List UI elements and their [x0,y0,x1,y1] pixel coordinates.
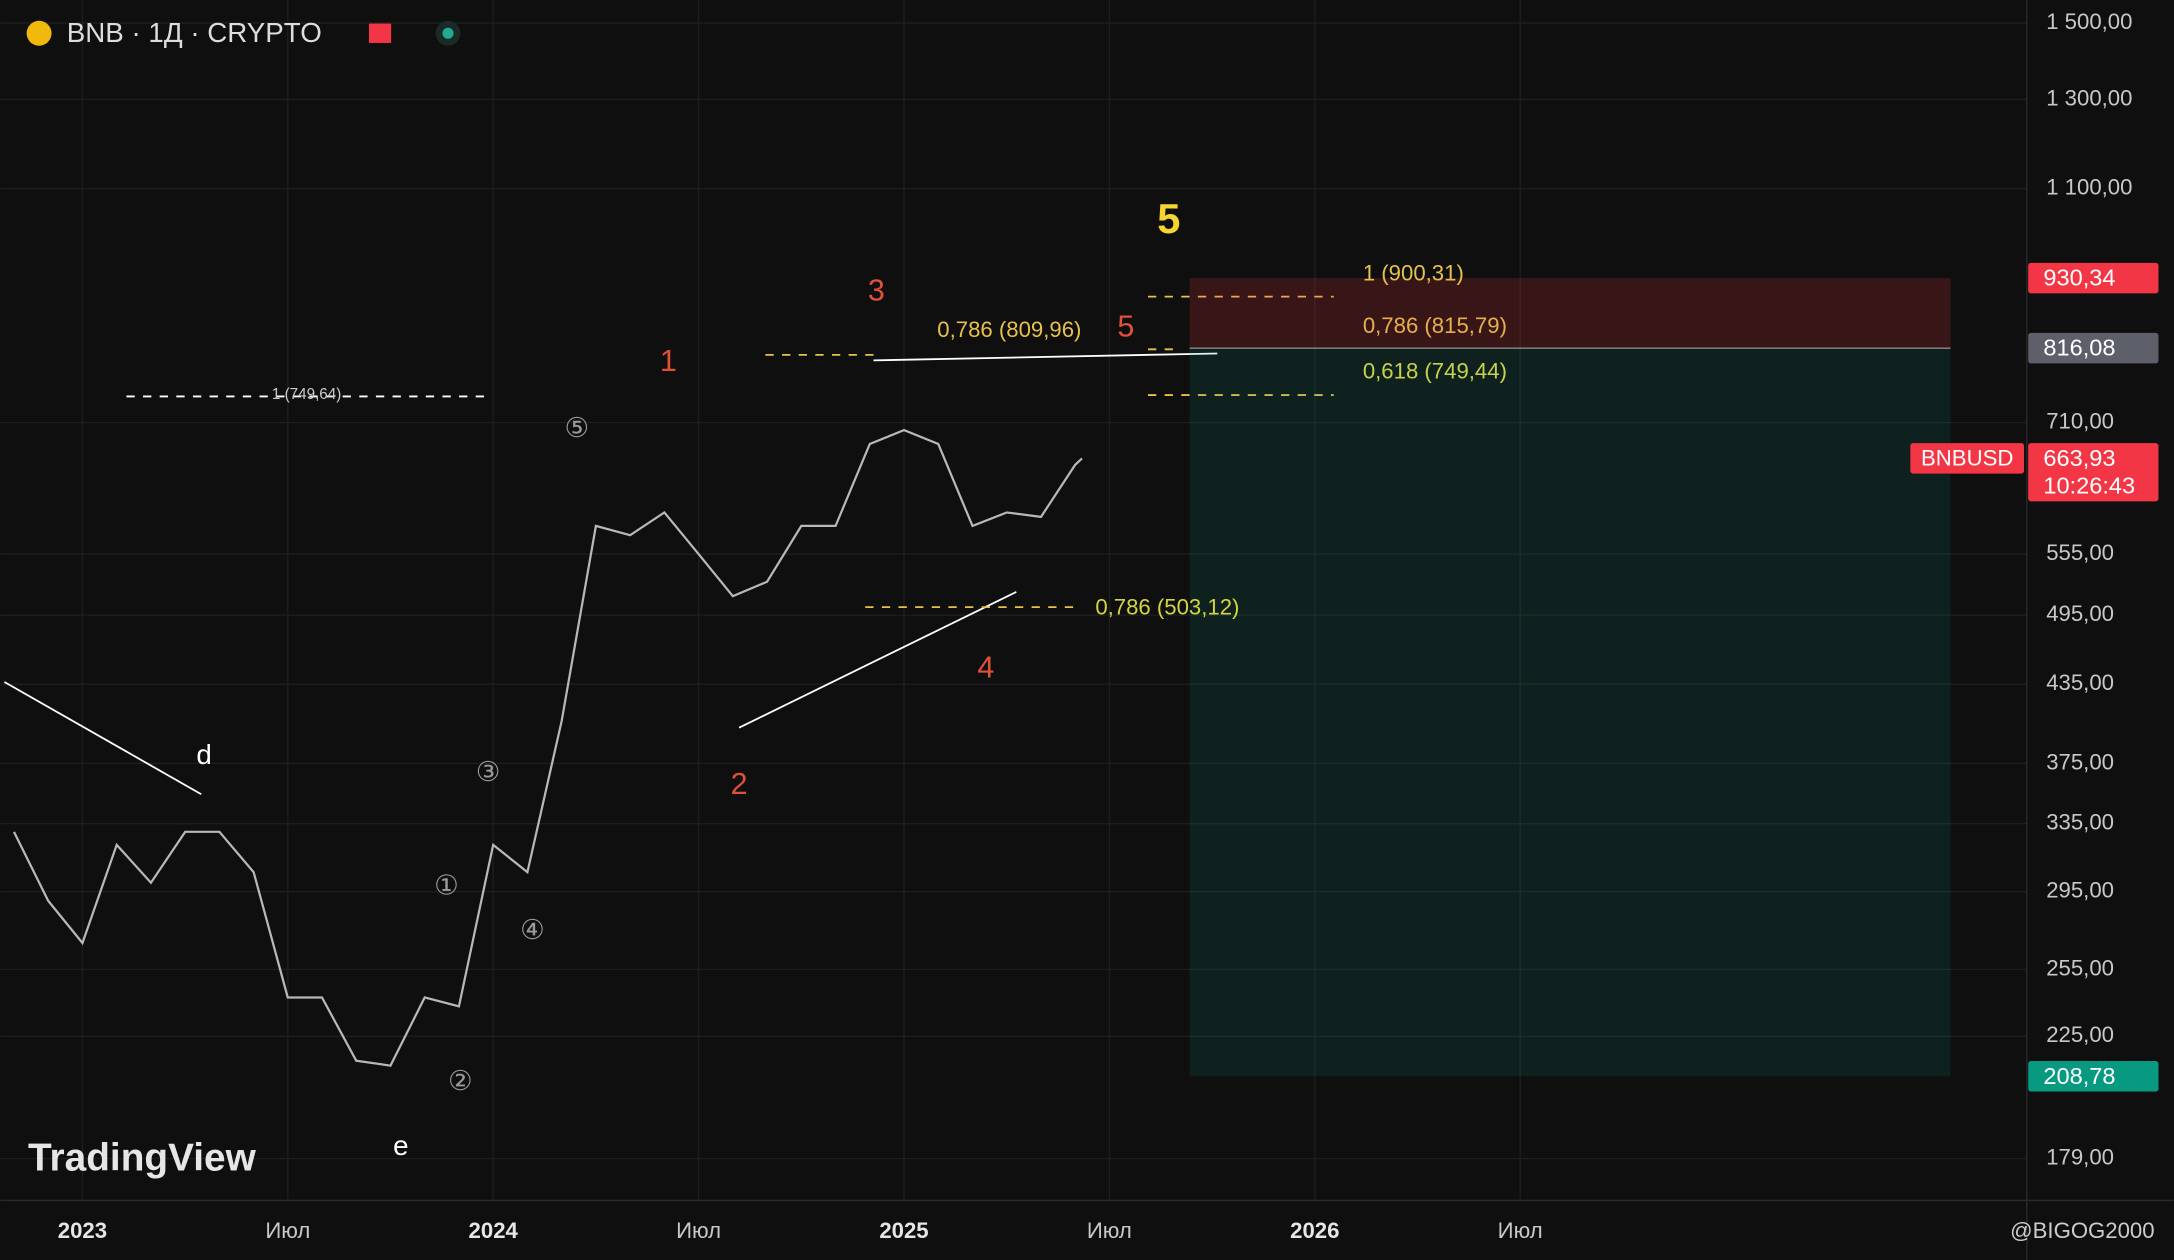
annotation: ③ [476,756,501,787]
annotation: ④ [520,914,545,945]
annotation: ② [448,1065,473,1096]
price-tag-label: 930,34 [2043,265,2115,291]
annotation: 2 [731,767,748,801]
y-tick-label: 495,00 [2046,601,2114,626]
y-tick-label: 1 500,00 [2046,9,2132,34]
annotation: 1 (749,64) [272,386,341,403]
annotation: d [196,739,211,770]
annotation: 0,618 (749,44) [1363,359,1507,384]
x-tick-label: 2026 [1290,1218,1339,1243]
annotation: e [393,1130,408,1161]
status-dot [442,27,454,39]
x-tick-label: Июл [676,1218,721,1243]
price-line [12,428,1083,1067]
countdown: 10:26:43 [2043,473,2135,499]
annotation: 3 [868,274,885,308]
x-tick-label: 2024 [469,1218,519,1243]
annotation: 1 [660,344,677,378]
price-tag-label: 816,08 [2043,335,2115,361]
price-tag-label: 208,78 [2043,1063,2115,1089]
target-zone [1189,348,1951,1077]
annotation: 0,786 (815,79) [1363,313,1507,338]
x-tick-label: 2023 [58,1218,107,1243]
annotation: 0,786 (503,12) [1095,594,1239,619]
annotation: ① [434,869,459,900]
annotation: 5 [1117,310,1134,344]
drawings [3,295,1334,796]
x-tick-label: Июл [1087,1218,1132,1243]
series-name: BNBUSD [1921,446,2013,471]
annotation: 5 [1157,195,1180,242]
annotation: 1 (900,31) [1363,260,1464,285]
y-tick-label: 179,00 [2046,1144,2114,1169]
price-tag [2028,443,2159,502]
price-tag [2028,332,2159,364]
price-tag-label: 663,93 [2043,445,2115,471]
y-tick-label: 435,00 [2046,670,2114,695]
price-tag [2028,262,2159,294]
author: @BIGOG2000 [2010,1218,2154,1243]
stop-zone [1189,278,1951,349]
y-tick-label: 335,00 [2046,810,2114,835]
watermark: TradingView [28,1136,257,1179]
trend-line [738,591,1017,729]
flag-icon [368,23,392,43]
chart-title: BNB · 1Д · CRYPTO [67,17,322,48]
price-tag [2028,1061,2159,1092]
y-tick-label: 375,00 [2046,749,2114,774]
annotation: ⑤ [564,412,589,443]
annotation: 4 [977,651,994,685]
y-tick-label: 710,00 [2046,408,2114,433]
x-tick-label: Июл [265,1218,310,1243]
x-tick-label: 2025 [879,1218,928,1243]
annotation: 0,786 (809,96) [937,317,1081,342]
x-tick-label: Июл [1498,1218,1543,1243]
y-tick-label: 1 300,00 [2046,85,2132,110]
y-tick-label: 1 100,00 [2046,175,2132,200]
y-tick-label: 255,00 [2046,955,2114,980]
series-tag [1910,443,2025,474]
y-tick-label: 555,00 [2046,540,2114,565]
symbol-icon [26,20,52,46]
y-tick-label: 295,00 [2046,878,2114,903]
trend-line [3,681,202,796]
y-tick-label: 225,00 [2046,1022,2114,1047]
trend-line [873,352,1218,362]
